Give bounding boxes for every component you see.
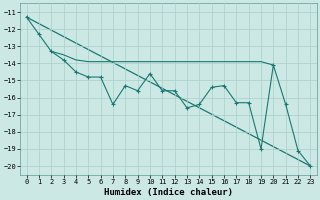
X-axis label: Humidex (Indice chaleur): Humidex (Indice chaleur) bbox=[104, 188, 233, 197]
